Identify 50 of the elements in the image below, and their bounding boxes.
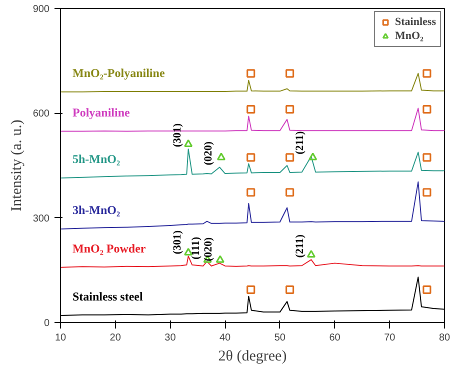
y-tick-label: 300: [32, 213, 50, 224]
point: [286, 285, 294, 294]
x-axis-title: 2θ (degree): [218, 348, 287, 364]
point: [306, 250, 316, 258]
point: [216, 152, 226, 160]
annotation: (301): [171, 122, 184, 148]
annotation: (211): [294, 130, 306, 154]
y-axis-title: Intensity (a. u.): [8, 120, 25, 212]
x-tick-label: 70: [384, 332, 396, 344]
line-series: [60, 181, 444, 230]
point: [286, 188, 294, 197]
series-label: MnO₂-Polyaniline: [72, 66, 166, 80]
annotation: (301): [171, 230, 184, 254]
series-label: Stainless steel: [72, 290, 144, 304]
x-tick-label: 80: [438, 332, 450, 344]
x-tick-label: 60: [329, 332, 341, 344]
x-tick-label: 40: [220, 332, 232, 344]
x-tick-label: 20: [110, 332, 122, 344]
point: [422, 153, 432, 162]
y-tick-label: 600: [32, 108, 50, 120]
point: [184, 139, 193, 148]
annotation: (211): [294, 234, 306, 258]
point: [246, 69, 256, 78]
legend-label: Stainless: [395, 16, 436, 28]
point: [246, 285, 256, 294]
point: [246, 153, 256, 162]
series-label: 3h-MnO₂: [72, 203, 121, 217]
point: [246, 188, 256, 197]
point: [422, 285, 432, 294]
point: [286, 153, 294, 162]
series-label: MnO₂ Powder: [72, 241, 146, 256]
y-tick-label: 0: [44, 318, 50, 329]
point: [422, 188, 432, 197]
point: [422, 105, 432, 114]
point: [286, 69, 294, 78]
annotation: (111): [190, 236, 202, 260]
point: [422, 69, 432, 78]
y-tick-label: 900: [32, 4, 50, 15]
x-tick-label: 10: [54, 332, 66, 344]
series-label: Polyaniline: [72, 105, 131, 120]
x-tick-label: 30: [164, 332, 176, 344]
series-label: 5h-MnO₂: [72, 152, 121, 166]
annotation: (020): [202, 141, 215, 166]
x-tick-label: 50: [274, 332, 286, 344]
point: [308, 152, 318, 160]
legend-label: MnO₂: [395, 30, 424, 42]
point: [216, 255, 224, 263]
annotation: (020): [202, 237, 215, 262]
point: [286, 105, 294, 114]
point: [246, 105, 256, 114]
